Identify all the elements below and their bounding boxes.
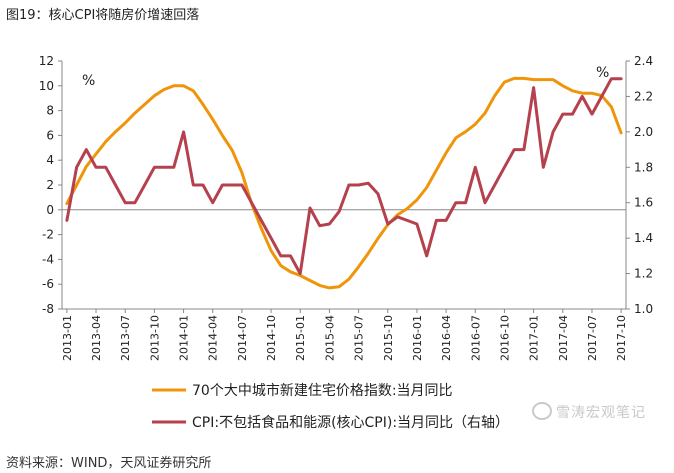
left-tick-label: 10	[39, 79, 54, 93]
left-tick-label: 4	[46, 153, 54, 167]
source-note: 资料来源：WIND，天风证券研究所	[6, 456, 212, 471]
right-tick-label: 1.0	[634, 302, 653, 316]
figure-title: 图19：核心CPI将随房价增速回落	[6, 8, 200, 23]
legend-label: CPI:不包括食品和能源(核心CPI):当月同比（右轴）	[192, 414, 509, 431]
x-tick-label: 2017-04	[557, 315, 570, 361]
x-tick-label: 2016-01	[411, 315, 424, 361]
left-tick-label: 8	[46, 104, 54, 118]
watermark: 雪涛宏观笔记	[532, 402, 646, 422]
left-tick-label: 2	[46, 178, 54, 192]
x-tick-label: 2016-10	[498, 315, 511, 361]
right-tick-label: 2.2	[634, 89, 653, 103]
left-axis-unit: %	[82, 73, 95, 89]
series-line-core-cpi	[65, 77, 623, 276]
right-tick-label: 2.4	[634, 54, 653, 68]
right-tick-label: 1.6	[634, 196, 653, 210]
legend-label: 70个大中城市新建住宅价格指数:当月同比	[192, 382, 453, 399]
x-tick-label: 2013-01	[61, 315, 74, 361]
left-tick-label: -2	[42, 228, 54, 242]
left-tick-label: -6	[42, 277, 54, 291]
x-tick-label: 2017-10	[615, 315, 628, 361]
x-tick-label: 2016-04	[440, 315, 453, 361]
right-tick-label: 1.8	[634, 160, 653, 174]
right-tick-label: 2.0	[634, 125, 653, 139]
x-tick-label: 2013-07	[119, 315, 132, 361]
line-chart: -8 -6 -4 -2 0 2 4 6 8 10 12 1.0 1.2 1.4 1.6 1.8 2.0 2.2 2.…	[39, 54, 653, 431]
right-tick-label: 1.4	[634, 231, 653, 245]
x-tick-label: 2014-04	[207, 315, 220, 361]
x-tick-label: 2015-01	[294, 315, 307, 361]
x-tick-label: 2017-01	[528, 315, 541, 361]
left-tick-label: -4	[42, 252, 54, 266]
left-tick-label: 0	[46, 203, 54, 217]
x-tick-label: 2016-07	[469, 315, 482, 361]
x-tick-label: 2014-10	[265, 315, 278, 361]
x-tick-label: 2017-07	[586, 315, 599, 361]
x-tick-label: 2014-07	[236, 315, 249, 361]
x-tick-label: 2014-01	[178, 315, 191, 361]
chart-container: -8 -6 -4 -2 0 2 4 6 8 10 12 1.0 1.2 1.4 1.6 1.8 2.0 2.2 2.…	[0, 28, 674, 448]
right-tick-label: 1.2	[634, 267, 653, 281]
left-tick-label: 6	[46, 128, 54, 142]
x-tick-label: 2013-04	[90, 315, 103, 361]
left-tick-label: -8	[42, 302, 54, 316]
watermark-text: 雪涛宏观笔记	[556, 405, 646, 421]
left-tick-label: 12	[39, 54, 54, 68]
x-tick-label: 2015-07	[353, 315, 366, 361]
right-axis-unit: %	[596, 65, 609, 81]
series-line-housing-price-index	[65, 76, 623, 290]
wechat-icon	[532, 402, 552, 420]
x-tick-label: 2015-04	[323, 315, 336, 361]
x-tick-label: 2013-10	[148, 315, 161, 361]
x-tick-label: 2015-10	[382, 315, 395, 361]
